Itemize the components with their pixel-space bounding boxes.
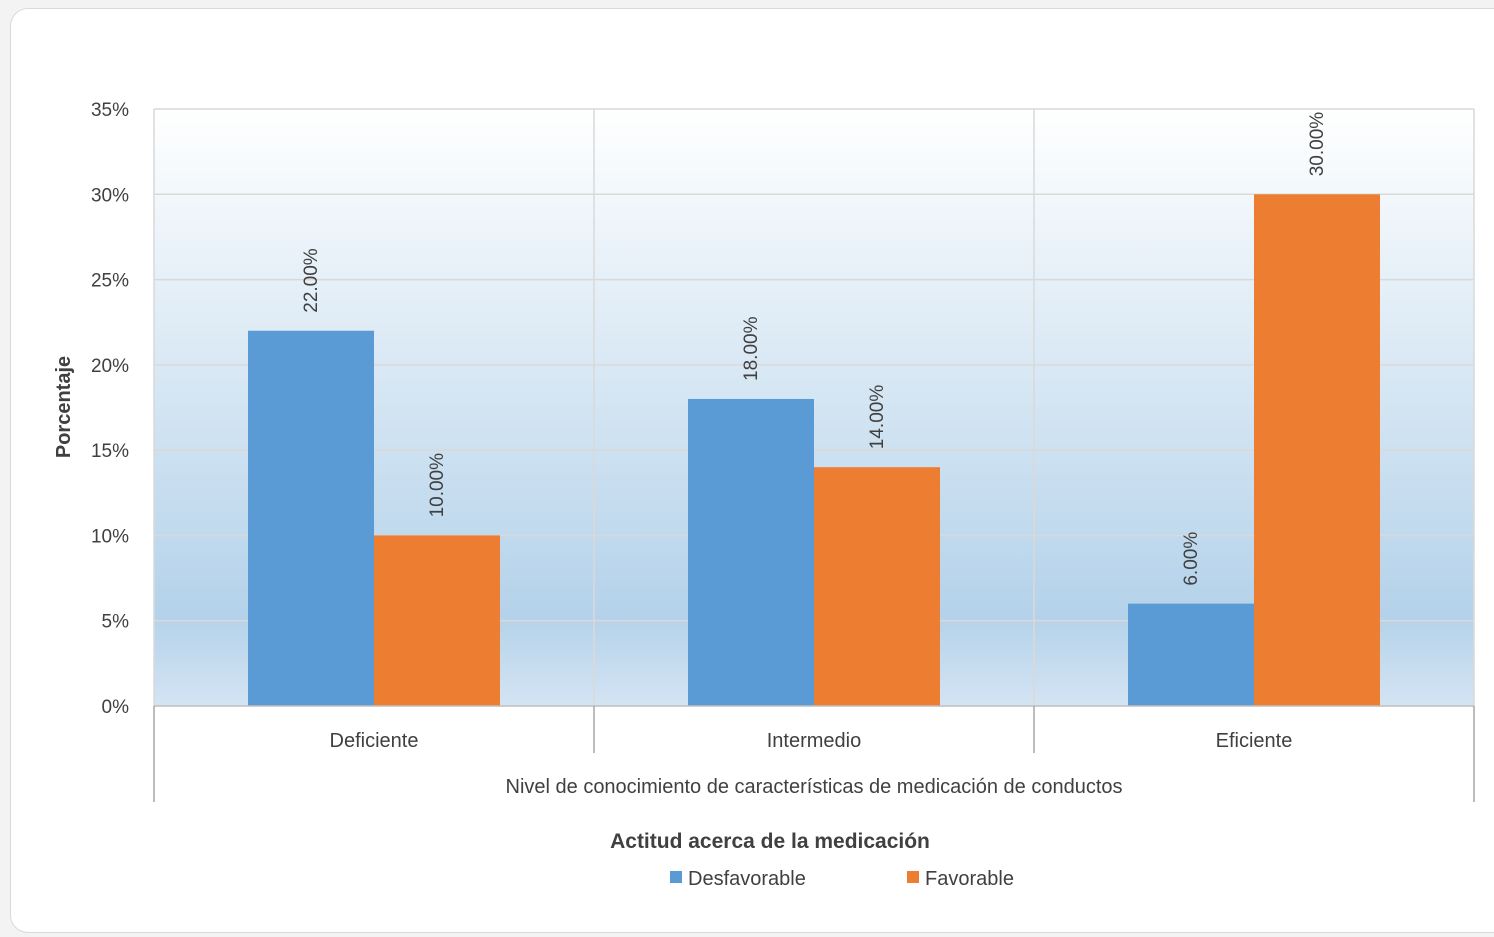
bar-desfavorable-intermedio <box>688 398 814 706</box>
x-category-label: Eficiente <box>1216 730 1293 752</box>
y-tick-label: 20% <box>91 356 129 377</box>
legend-swatch-favorable <box>907 871 919 883</box>
bar-favorable-deficiente <box>374 535 500 706</box>
y-tick-label: 10% <box>91 526 129 547</box>
bar-desfavorable-eficiente <box>1128 603 1254 706</box>
y-tick-label: 30% <box>91 185 129 206</box>
bar-desfavorable-deficiente <box>248 330 374 706</box>
y-tick-label: 0% <box>102 697 130 718</box>
bar-favorable-intermedio <box>814 467 940 706</box>
bars <box>248 194 1380 707</box>
legend-label-favorable: Favorable <box>925 868 1014 890</box>
y-axis-title: Porcentaje <box>53 356 75 458</box>
data-label: 22.00% <box>301 248 322 313</box>
data-label: 30.00% <box>1307 112 1328 177</box>
legend-title: Actitud acerca de la medicación <box>610 830 930 853</box>
data-label: 14.00% <box>867 385 888 450</box>
data-label: 18.00% <box>741 316 762 381</box>
legend-label-desfavorable: Desfavorable <box>688 868 806 890</box>
legend-swatch-desfavorable <box>670 871 682 883</box>
x-category-label: Deficiente <box>330 730 419 752</box>
y-tick-label: 25% <box>91 271 129 292</box>
bar-favorable-eficiente <box>1254 194 1380 707</box>
x-axis-title: Nivel de conocimiento de características… <box>506 776 1123 798</box>
data-label: 10.00% <box>427 453 448 518</box>
data-label: 6.00% <box>1181 532 1202 586</box>
x-axis: Deficiente Intermedio Eficiente <box>153 705 1475 802</box>
y-axis-ticks: 0% 5% 10% 15% 20% 25% 30% 35% <box>91 100 129 718</box>
data-labels: 22.00% 10.00% 18.00% 14.00% 6.00% 30.00% <box>301 112 1328 586</box>
y-tick-label: 35% <box>91 100 129 121</box>
y-tick-label: 5% <box>102 612 130 633</box>
x-category-label: Intermedio <box>767 730 862 752</box>
legend: Desfavorable Favorable <box>670 868 1014 890</box>
y-tick-label: 15% <box>91 441 129 462</box>
